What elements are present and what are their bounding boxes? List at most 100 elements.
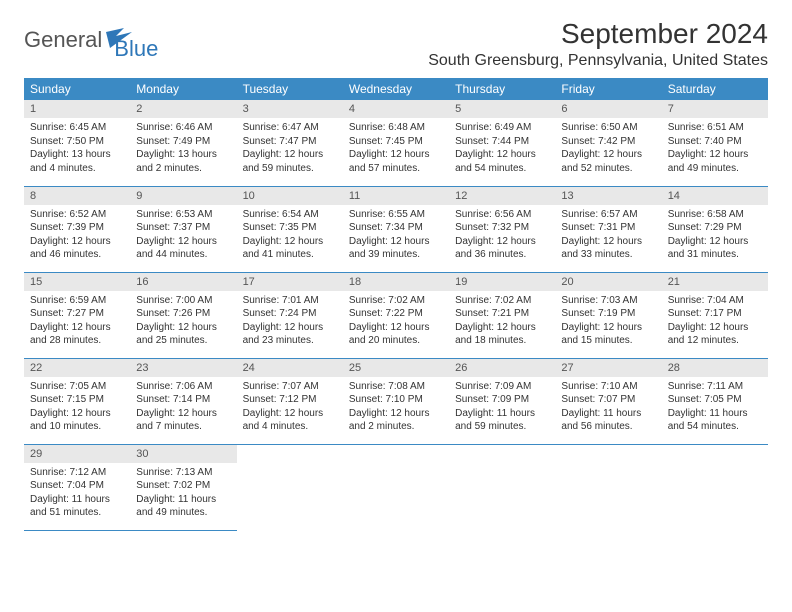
day-body: Sunrise: 7:08 AMSunset: 7:10 PMDaylight:… <box>343 377 449 437</box>
day-line-ss: Sunset: 7:49 PM <box>136 135 230 149</box>
day-number: 12 <box>449 187 555 205</box>
day-body: Sunrise: 7:00 AMSunset: 7:26 PMDaylight:… <box>130 291 236 351</box>
day-line-d1: Daylight: 12 hours <box>136 321 230 335</box>
day-line-ss: Sunset: 7:47 PM <box>243 135 337 149</box>
calendar-day-cell: 23Sunrise: 7:06 AMSunset: 7:14 PMDayligh… <box>130 358 236 444</box>
day-line-sr: Sunrise: 6:45 AM <box>30 121 124 135</box>
day-line-ss: Sunset: 7:35 PM <box>243 221 337 235</box>
page-title: September 2024 <box>428 18 768 50</box>
calendar-day-cell <box>343 444 449 530</box>
day-number: 10 <box>237 187 343 205</box>
day-line-ss: Sunset: 7:44 PM <box>455 135 549 149</box>
day-line-sr: Sunrise: 7:02 AM <box>349 294 443 308</box>
day-number: 26 <box>449 359 555 377</box>
day-number: 21 <box>662 273 768 291</box>
calendar-day-cell: 16Sunrise: 7:00 AMSunset: 7:26 PMDayligh… <box>130 272 236 358</box>
day-line-d2: and 4 minutes. <box>243 420 337 434</box>
day-body: Sunrise: 7:12 AMSunset: 7:04 PMDaylight:… <box>24 463 130 523</box>
day-line-d1: Daylight: 12 hours <box>668 235 762 249</box>
day-line-ss: Sunset: 7:09 PM <box>455 393 549 407</box>
day-line-sr: Sunrise: 6:50 AM <box>561 121 655 135</box>
calendar-day-cell: 18Sunrise: 7:02 AMSunset: 7:22 PMDayligh… <box>343 272 449 358</box>
day-line-ss: Sunset: 7:26 PM <box>136 307 230 321</box>
day-line-d1: Daylight: 12 hours <box>349 321 443 335</box>
day-line-d1: Daylight: 12 hours <box>243 235 337 249</box>
day-line-d1: Daylight: 12 hours <box>243 407 337 421</box>
day-line-sr: Sunrise: 6:55 AM <box>349 208 443 222</box>
day-line-sr: Sunrise: 6:49 AM <box>455 121 549 135</box>
day-line-sr: Sunrise: 6:48 AM <box>349 121 443 135</box>
day-line-d1: Daylight: 11 hours <box>30 493 124 507</box>
calendar-day-cell: 27Sunrise: 7:10 AMSunset: 7:07 PMDayligh… <box>555 358 661 444</box>
day-line-ss: Sunset: 7:22 PM <box>349 307 443 321</box>
day-line-d1: Daylight: 12 hours <box>668 321 762 335</box>
calendar-day-cell: 1Sunrise: 6:45 AMSunset: 7:50 PMDaylight… <box>24 100 130 186</box>
calendar-day-cell: 13Sunrise: 6:57 AMSunset: 7:31 PMDayligh… <box>555 186 661 272</box>
day-body: Sunrise: 7:04 AMSunset: 7:17 PMDaylight:… <box>662 291 768 351</box>
day-line-d2: and 39 minutes. <box>349 248 443 262</box>
day-line-d2: and 12 minutes. <box>668 334 762 348</box>
day-line-d1: Daylight: 12 hours <box>561 321 655 335</box>
day-line-d2: and 15 minutes. <box>561 334 655 348</box>
day-line-sr: Sunrise: 7:07 AM <box>243 380 337 394</box>
calendar-day-cell: 12Sunrise: 6:56 AMSunset: 7:32 PMDayligh… <box>449 186 555 272</box>
day-line-ss: Sunset: 7:10 PM <box>349 393 443 407</box>
calendar-day-cell: 6Sunrise: 6:50 AMSunset: 7:42 PMDaylight… <box>555 100 661 186</box>
day-line-ss: Sunset: 7:45 PM <box>349 135 443 149</box>
day-line-d2: and 46 minutes. <box>30 248 124 262</box>
day-number: 6 <box>555 100 661 118</box>
day-line-d1: Daylight: 12 hours <box>30 321 124 335</box>
day-line-d2: and 56 minutes. <box>561 420 655 434</box>
day-body: Sunrise: 7:03 AMSunset: 7:19 PMDaylight:… <box>555 291 661 351</box>
calendar-day-cell: 22Sunrise: 7:05 AMSunset: 7:15 PMDayligh… <box>24 358 130 444</box>
day-line-ss: Sunset: 7:19 PM <box>561 307 655 321</box>
calendar-day-cell: 25Sunrise: 7:08 AMSunset: 7:10 PMDayligh… <box>343 358 449 444</box>
day-line-d1: Daylight: 12 hours <box>349 235 443 249</box>
day-body: Sunrise: 6:54 AMSunset: 7:35 PMDaylight:… <box>237 205 343 265</box>
day-line-d1: Daylight: 12 hours <box>136 407 230 421</box>
day-line-sr: Sunrise: 7:05 AM <box>30 380 124 394</box>
day-line-ss: Sunset: 7:42 PM <box>561 135 655 149</box>
calendar-table: SundayMondayTuesdayWednesdayThursdayFrid… <box>24 78 768 531</box>
day-number: 22 <box>24 359 130 377</box>
day-line-d1: Daylight: 11 hours <box>455 407 549 421</box>
title-block: September 2024 South Greensburg, Pennsyl… <box>428 18 768 70</box>
day-line-d1: Daylight: 12 hours <box>349 407 443 421</box>
day-line-d1: Daylight: 13 hours <box>30 148 124 162</box>
day-line-sr: Sunrise: 7:09 AM <box>455 380 549 394</box>
calendar-day-cell: 3Sunrise: 6:47 AMSunset: 7:47 PMDaylight… <box>237 100 343 186</box>
day-line-sr: Sunrise: 7:03 AM <box>561 294 655 308</box>
weekday-header: Wednesday <box>343 78 449 100</box>
calendar-day-cell: 30Sunrise: 7:13 AMSunset: 7:02 PMDayligh… <box>130 444 236 530</box>
day-body: Sunrise: 6:49 AMSunset: 7:44 PMDaylight:… <box>449 118 555 178</box>
day-line-d2: and 36 minutes. <box>455 248 549 262</box>
day-line-d2: and 33 minutes. <box>561 248 655 262</box>
weekday-header: Friday <box>555 78 661 100</box>
calendar-week-row: 8Sunrise: 6:52 AMSunset: 7:39 PMDaylight… <box>24 186 768 272</box>
day-line-ss: Sunset: 7:05 PM <box>668 393 762 407</box>
day-body: Sunrise: 7:02 AMSunset: 7:21 PMDaylight:… <box>449 291 555 351</box>
day-body: Sunrise: 6:58 AMSunset: 7:29 PMDaylight:… <box>662 205 768 265</box>
day-number: 29 <box>24 445 130 463</box>
day-line-sr: Sunrise: 6:58 AM <box>668 208 762 222</box>
day-line-sr: Sunrise: 6:54 AM <box>243 208 337 222</box>
weekday-header: Tuesday <box>237 78 343 100</box>
calendar-day-cell: 17Sunrise: 7:01 AMSunset: 7:24 PMDayligh… <box>237 272 343 358</box>
day-line-d1: Daylight: 12 hours <box>30 407 124 421</box>
calendar-day-cell: 4Sunrise: 6:48 AMSunset: 7:45 PMDaylight… <box>343 100 449 186</box>
day-body: Sunrise: 6:45 AMSunset: 7:50 PMDaylight:… <box>24 118 130 178</box>
day-body: Sunrise: 6:51 AMSunset: 7:40 PMDaylight:… <box>662 118 768 178</box>
day-line-d1: Daylight: 12 hours <box>561 235 655 249</box>
day-body: Sunrise: 6:59 AMSunset: 7:27 PMDaylight:… <box>24 291 130 351</box>
day-line-d2: and 7 minutes. <box>136 420 230 434</box>
day-body: Sunrise: 7:05 AMSunset: 7:15 PMDaylight:… <box>24 377 130 437</box>
day-line-d2: and 2 minutes. <box>349 420 443 434</box>
day-line-ss: Sunset: 7:27 PM <box>30 307 124 321</box>
day-line-d1: Daylight: 12 hours <box>243 148 337 162</box>
day-line-sr: Sunrise: 6:59 AM <box>30 294 124 308</box>
day-line-ss: Sunset: 7:29 PM <box>668 221 762 235</box>
day-line-sr: Sunrise: 6:51 AM <box>668 121 762 135</box>
day-body: Sunrise: 6:47 AMSunset: 7:47 PMDaylight:… <box>237 118 343 178</box>
calendar-day-cell: 7Sunrise: 6:51 AMSunset: 7:40 PMDaylight… <box>662 100 768 186</box>
day-line-d2: and 52 minutes. <box>561 162 655 176</box>
